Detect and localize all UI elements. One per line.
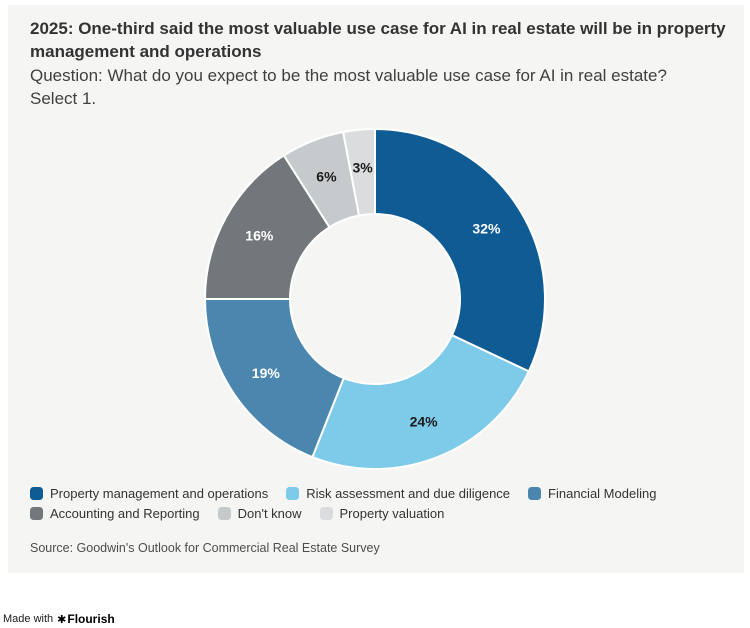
chart-header: 2025: One-third said the most valuable u… [30,17,742,110]
donut-slice-property-management-and-operations[interactable] [374,128,546,373]
legend-label: Financial Modeling [548,486,657,501]
legend-item-accounting-and-reporting[interactable]: Accounting and Reporting [30,506,200,520]
legend-item-don-t-know[interactable]: Don't know [217,506,302,521]
donut-slice-property-valuation[interactable] [342,128,376,217]
legend-label: Don't know [237,506,302,521]
legend-swatch-icon [319,506,333,520]
chart-card: 2025: One-third said the most valuable u… [8,5,744,573]
legend-label: Accounting and Reporting [50,506,200,521]
source-text: Source: Goodwin's Outlook for Commercial… [30,541,380,555]
legend-label: Property management and operations [50,486,269,501]
legend-label: Property valuation [339,506,445,521]
legend-item-financial-modeling[interactable]: Financial Modeling [528,486,656,500]
legend-swatch-icon [217,506,231,520]
made-with-label: Made with [3,613,54,625]
donut-slice-risk-assessment-and-due-diligence[interactable] [311,334,530,470]
legend-item-property-valuation[interactable]: Property valuation [319,506,445,521]
flourish-brand-label: Flourish [67,612,115,626]
slice-label: 6% [316,168,337,184]
legend-swatch-icon [30,486,43,500]
legend-label: Risk assessment and due diligence [306,486,511,501]
flourish-credit[interactable]: Made with ✱ Flourish [3,612,115,626]
legend: Property management and operations Risk a… [30,486,735,520]
slice-label: 3% [352,160,373,176]
legend-swatch-icon [528,486,542,500]
donut-chart-container: 32% 24% 19% 16% 6% 3% [165,89,585,509]
chart-subtitle: Question: What do you expect to be the m… [30,65,667,108]
slice-label: 24% [410,414,439,430]
donut-slice-financial-modeling[interactable] [204,298,345,459]
slice-label: 19% [252,365,281,381]
chart-title: 2025: One-third said the most valuable u… [30,19,726,62]
donut-chart: 32% 24% 19% 16% 6% 3% [204,128,546,470]
legend-swatch-icon [286,486,300,500]
slice-label: 16% [245,227,274,243]
flourish-flower-icon: ✱ [57,613,67,626]
slice-label: 32% [472,220,501,236]
legend-item-property-management-and-operations[interactable]: Property management and operations [30,486,268,500]
legend-swatch-icon [30,506,43,520]
legend-item-risk-assessment-and-due-diligence[interactable]: Risk assessment and due diligence [286,486,510,500]
